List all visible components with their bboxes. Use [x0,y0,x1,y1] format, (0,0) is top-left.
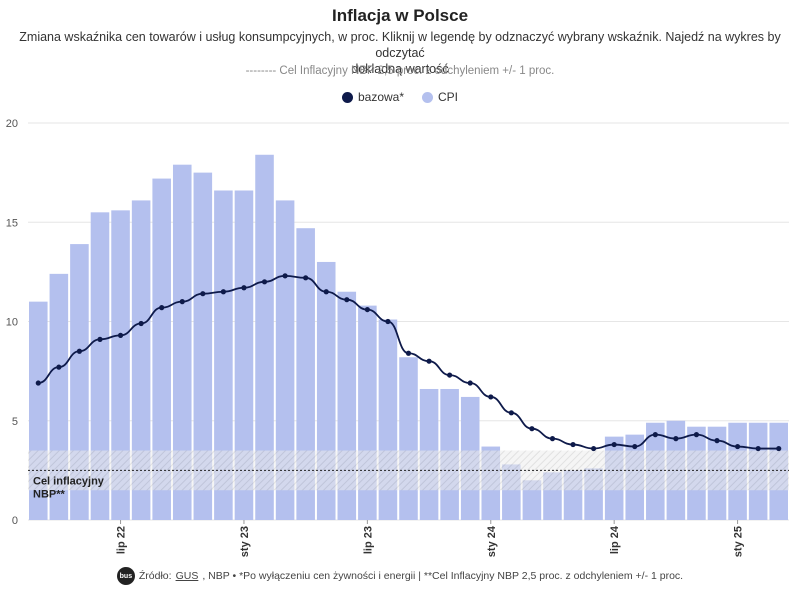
target-note: -------- Cel Inflacyjny NBP 2,5 proc. z … [245,65,555,77]
cpi-bar [214,190,233,521]
cpi-bar [193,172,213,520]
x-tick-label: sty 25 [733,526,745,557]
bazowa-point [220,289,226,295]
cpi-bar [152,178,171,520]
cpi-bar [275,200,295,521]
cpi-bar [234,190,254,521]
bazowa-point [241,285,247,291]
legend-label-cpi: CPI [438,90,459,104]
bazowa-point [693,432,700,438]
target-label-line-2: NBP** [33,488,66,500]
y-axis: 0 5 10 15 20 [6,118,18,527]
legend-label-bazowa: bazowa* [357,90,404,104]
cpi-bar [172,164,192,520]
bazowa-point [35,380,41,386]
bazowa-point [364,306,370,313]
bazowa-point [76,348,83,354]
cpi-bar [399,357,418,520]
x-tick-label: sty 23 [239,526,251,557]
bazowa-point [97,336,103,342]
legend-marker-cpi [422,91,433,103]
bazowa-point [282,273,288,279]
y-tick-label: 0 [12,515,18,527]
x-tick-label: lip 24 [609,525,621,554]
bazowa-point [405,350,412,356]
x-tick-label: sty 24 [486,525,498,557]
bazowa-point [303,275,309,281]
cpi-bar [90,212,110,520]
cpi-bar [296,228,315,520]
bazowa-point [261,279,268,285]
chart-footer: bus Źródło: GUS , NBP • *Po wyłączeniu c… [0,567,800,585]
bazowa-point [138,320,144,327]
bazowa-point [56,364,62,370]
bazowa-point [344,297,350,303]
cpi-bar [131,200,151,521]
x-axis: lip 22 sty 23 lip 23 sty 24 lip 24 sty 25 [116,520,745,557]
bazowa-line [35,273,782,452]
bazowa-point [200,291,206,297]
subtitle-line-2: dokładną wartość [351,62,449,76]
source-link-gus[interactable]: GUS [175,570,199,582]
cpi-bar [255,154,274,520]
bazowa-point [488,394,494,400]
y-tick-label: 10 [6,317,18,329]
bazowa-point [426,358,432,364]
bazowa-point [652,432,658,438]
bazowa-point [467,380,473,386]
bazowa-point [447,372,453,378]
bazowa-point [714,438,720,444]
x-tick-label: lip 23 [362,526,374,554]
bazowa-point [632,443,638,450]
subtitle-line-1: Zmiana wskaźnika cen towarów i usług kon… [19,30,781,60]
bazowa-point [159,305,165,311]
chart-legend: bazowa* CPI [0,90,800,104]
bazowa-point [776,445,782,452]
source-rest: , NBP • *Po wyłączeniu cen żywności i en… [202,570,684,582]
x-tick-label: lip 22 [116,526,128,554]
cpi-bar [111,210,130,520]
legend-item-bazowa[interactable]: bazowa* [341,90,404,104]
bazowa-point [570,441,576,448]
bazowa-point [508,410,514,416]
bazowa-point [323,289,329,295]
chart-title: Inflacja w Polsce [331,6,469,25]
bazowa-point [591,445,597,452]
bazowa-point [734,443,741,450]
legend-item-cpi[interactable]: CPI [422,90,458,104]
y-tick-label: 15 [6,217,18,229]
chart-subtitle: Zmiana wskaźnika cen towarów i usług kon… [0,29,800,77]
bazowa-point [385,318,391,325]
bazowa-point [673,436,679,442]
bazowa-point [549,436,556,442]
bazowa-point [529,426,535,432]
bazowa-point [755,445,761,452]
y-tick-label: 5 [12,416,18,428]
bazowa-point [611,441,617,448]
target-label-line-1: Cel inflacyjny [33,475,105,487]
bus-logo: bus [116,567,135,585]
legend-marker-bazowa [341,91,353,103]
y-tick-label: 20 [6,118,18,130]
source-prefix: Źródło: [138,570,172,582]
bazowa-point [179,299,185,305]
bazowa-point [117,332,124,338]
